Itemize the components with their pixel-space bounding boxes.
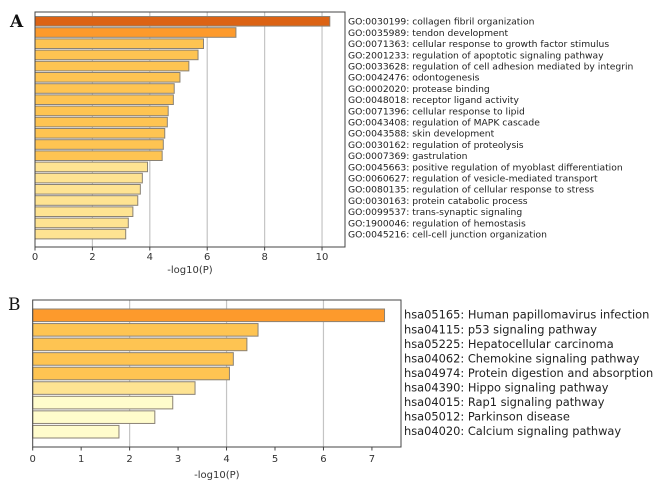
tick-label-a-1: 2 bbox=[89, 252, 95, 263]
category-label-b-8: hsa04020: Calcium signaling pathway bbox=[404, 424, 621, 438]
category-label-b-7: hsa05012: Parkinson disease bbox=[404, 410, 570, 424]
category-label-a-9: GO:0043408: regulation of MAPK cascade bbox=[348, 118, 540, 129]
category-label-a-18: GO:1900046: regulation of hemostasis bbox=[348, 218, 526, 229]
bar-a-7 bbox=[34, 94, 174, 106]
bar-a-3 bbox=[34, 49, 199, 61]
tick-label-b-7: 7 bbox=[369, 454, 375, 465]
bar-a-18 bbox=[34, 217, 129, 229]
panel-a-chart: GO:0030199: collagen fibril organization… bbox=[32, 11, 634, 276]
category-label-b-2: hsa05225: Hepatocellular carcinoma bbox=[404, 337, 614, 351]
plot-frame-b bbox=[32, 299, 402, 448]
category-label-a-13: GO:0045663: positive regulation of myobl… bbox=[348, 162, 623, 173]
category-label-b-3: hsa04062: Chemokine signaling pathway bbox=[404, 351, 640, 365]
category-label-a-11: GO:0030162: regulation of proteolysis bbox=[348, 140, 524, 151]
tick-label-a-3: 6 bbox=[204, 252, 210, 263]
bar-b-6 bbox=[32, 395, 174, 410]
bar-a-4 bbox=[34, 60, 190, 72]
bar-a-2 bbox=[34, 38, 204, 50]
plot-frame-a bbox=[34, 11, 346, 248]
category-label-b-4: hsa04974: Protein digestion and absorpti… bbox=[404, 366, 653, 380]
tick-label-a-5: 10 bbox=[316, 252, 329, 263]
category-label-a-10: GO:0043588: skin development bbox=[348, 129, 495, 140]
category-label-a-7: GO:0048018: receptor ligand activity bbox=[348, 95, 519, 106]
tick-label-b-6: 6 bbox=[320, 454, 326, 465]
tick-label-b-1: 1 bbox=[78, 454, 84, 465]
category-label-a-6: GO:0002020: protease binding bbox=[348, 84, 490, 95]
category-label-a-4: GO:0033628: regulation of cell adhesion … bbox=[348, 62, 634, 73]
bar-a-11 bbox=[34, 139, 164, 150]
bar-a-19 bbox=[34, 228, 127, 240]
category-label-a-3: GO:2001233: regulation of apoptotic sign… bbox=[348, 50, 604, 61]
tick-label-a-4: 8 bbox=[261, 252, 267, 263]
bar-a-9 bbox=[34, 116, 168, 128]
bar-a-14 bbox=[34, 172, 143, 184]
bar-a-8 bbox=[34, 105, 169, 117]
bar-b-7 bbox=[32, 410, 156, 424]
x-axis-label-b: -log10(P) bbox=[194, 470, 240, 481]
category-label-a-17: GO:0099537: trans-synaptic signaling bbox=[348, 207, 522, 218]
category-label-a-8: GO:0071396: cellular response to lipid bbox=[348, 106, 525, 117]
bar-a-15 bbox=[34, 184, 141, 195]
tick-label-a-2: 4 bbox=[147, 252, 153, 263]
panel-letter-a: A bbox=[9, 12, 24, 32]
category-label-a-12: GO:0007369: gastrulation bbox=[348, 151, 468, 162]
bar-b-8 bbox=[32, 424, 120, 439]
category-label-a-16: GO:0030163: protein catabolic process bbox=[348, 196, 528, 207]
bar-b-5 bbox=[32, 381, 196, 395]
bar-a-1 bbox=[34, 27, 237, 38]
bar-b-0 bbox=[32, 308, 386, 323]
bar-a-12 bbox=[34, 150, 163, 161]
category-label-a-15: GO:0080135: regulation of cellular respo… bbox=[348, 185, 594, 196]
tick-label-b-3: 3 bbox=[175, 454, 181, 465]
category-label-b-0: hsa05165: Human papillomavirus infection bbox=[404, 308, 649, 322]
bar-a-0 bbox=[34, 16, 331, 27]
tick-label-b-5: 5 bbox=[272, 454, 278, 465]
bar-b-1 bbox=[32, 323, 259, 337]
category-label-a-14: GO:0060627: regulation of vesicle-mediat… bbox=[348, 174, 598, 185]
category-label-a-19: GO:0045216: cell-cell junction organizat… bbox=[348, 230, 547, 241]
category-label-a-5: GO:0042476: odontogenesis bbox=[348, 73, 480, 84]
tick-label-b-2: 2 bbox=[126, 454, 132, 465]
tick-label-b-0: 0 bbox=[30, 454, 36, 465]
tick-label-a-0: 0 bbox=[32, 252, 38, 263]
panel-letter-b: B bbox=[8, 295, 21, 315]
category-label-a-2: GO:0071363: cellular response to growth … bbox=[348, 39, 609, 50]
x-axis-label-a: -log10(P) bbox=[167, 265, 213, 276]
bar-b-4 bbox=[32, 366, 230, 381]
bar-a-5 bbox=[34, 72, 181, 83]
bar-b-2 bbox=[32, 337, 248, 352]
panel-b-chart: hsa05165: Human papillomavirus infection… bbox=[30, 299, 653, 481]
category-label-b-5: hsa04390: Hippo signaling pathway bbox=[404, 380, 609, 394]
bar-a-16 bbox=[34, 195, 139, 206]
tick-label-b-4: 4 bbox=[223, 454, 229, 465]
bar-a-17 bbox=[34, 206, 134, 217]
category-label-a-0: GO:0030199: collagen fibril organization bbox=[348, 17, 535, 28]
category-label-b-1: hsa04115: p53 signaling pathway bbox=[404, 322, 597, 336]
bar-a-10 bbox=[34, 128, 166, 139]
bar-a-13 bbox=[34, 161, 149, 173]
category-label-b-6: hsa04015: Rap1 signaling pathway bbox=[404, 395, 605, 409]
bar-a-6 bbox=[34, 83, 175, 94]
category-label-a-1: GO:0035989: tendon development bbox=[348, 28, 508, 39]
bar-b-3 bbox=[32, 352, 234, 366]
